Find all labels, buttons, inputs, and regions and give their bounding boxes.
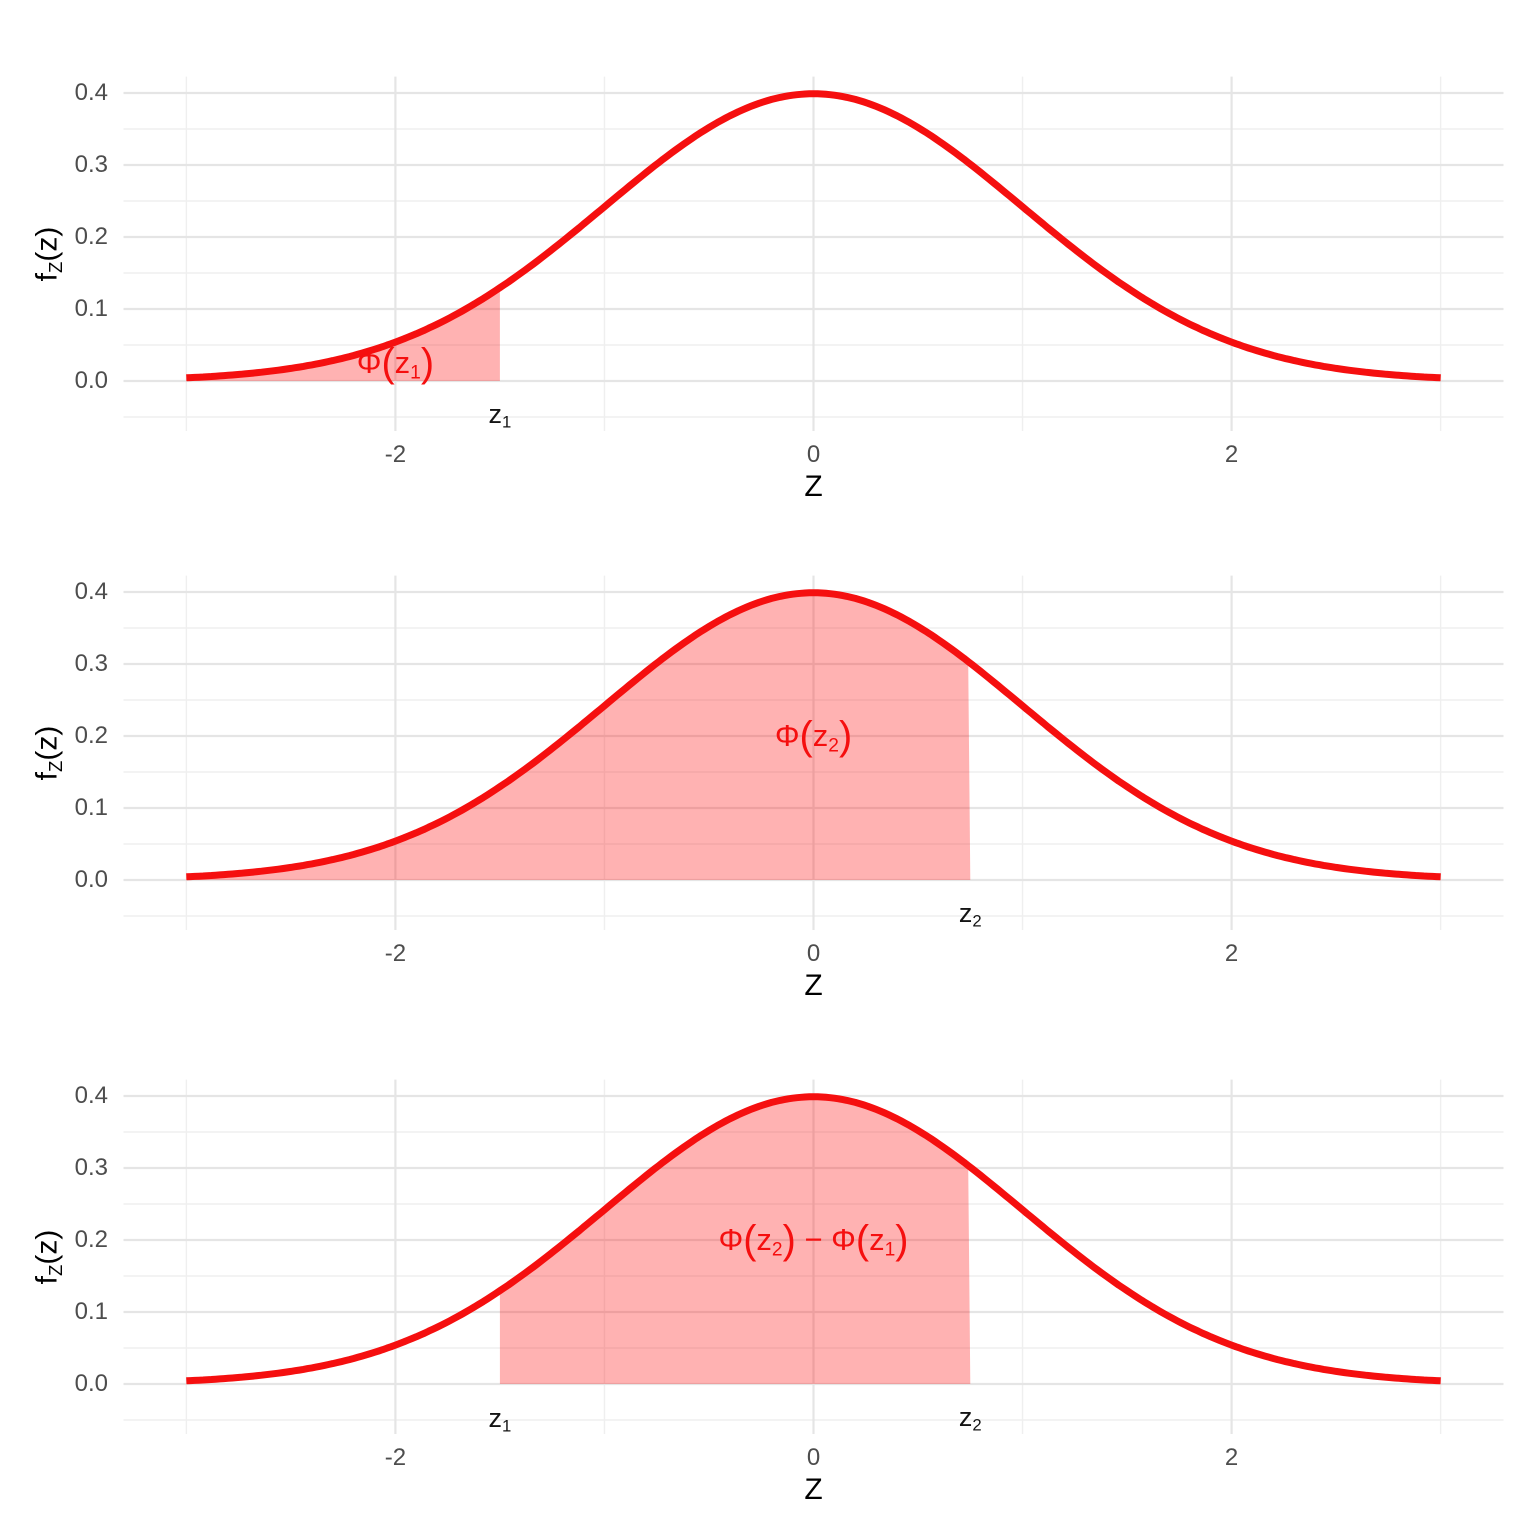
y-tick-label: 0.2 — [74, 722, 108, 749]
shaded-area-phi-z1 — [186, 287, 500, 381]
area-label-phi-z1: Φ(z1) — [356, 341, 435, 386]
y-tick-label: 0.0 — [74, 367, 108, 394]
x-tick-label: 2 — [1224, 441, 1239, 469]
density-curve — [186, 90, 1441, 382]
x-tick-label: 0 — [806, 1444, 821, 1472]
y-tick-label: 0.1 — [74, 295, 108, 322]
y-tick-label: 0.2 — [74, 1226, 108, 1253]
area-label-phi-z2: Φ(z2) — [774, 714, 853, 759]
y-axis-title: fZ(z) — [30, 725, 66, 781]
plot-area-phi-z2 — [123, 575, 1504, 931]
y-axis-title: fZ(z) — [30, 226, 66, 282]
y-axis-title: fZ(z) — [30, 1229, 66, 1285]
x-tick-label: 0 — [806, 441, 821, 469]
x-tick-label: 2 — [1224, 1444, 1239, 1472]
x-tick-label: -2 — [384, 940, 407, 968]
x-tick-label: 0 — [806, 940, 821, 968]
x-tick-label: -2 — [384, 441, 407, 469]
area-label-phi-z2-minus-phi-z1: Φ(z2) − Φ(z1) — [718, 1217, 909, 1262]
x-tick-label: 2 — [1224, 940, 1239, 968]
density-curve — [186, 1093, 1441, 1385]
y-tick-label: 0.3 — [74, 151, 108, 178]
y-tick-label: 0.1 — [74, 1298, 108, 1325]
y-tick-label: 0.4 — [74, 1082, 108, 1109]
y-tick-label: 0.3 — [74, 1154, 108, 1181]
boundary-label-z1: z1 — [488, 1402, 512, 1436]
boundary-label-z1: z1 — [488, 398, 512, 432]
boundary-label-z2: z2 — [958, 897, 982, 931]
major-gridlines — [123, 575, 1504, 931]
y-tick-label: 0.2 — [74, 223, 108, 250]
density-curve — [186, 589, 1441, 881]
x-axis-title: Z — [804, 470, 823, 504]
y-tick-label: 0.4 — [74, 79, 108, 106]
y-tick-label: 0.1 — [74, 794, 108, 821]
x-tick-label: -2 — [384, 1444, 407, 1472]
shaded-area-phi-z2 — [186, 592, 971, 880]
y-tick-label: 0.0 — [74, 866, 108, 893]
y-tick-label: 0.0 — [74, 1370, 108, 1397]
shaded-area-phi-z2-minus-phi-z1 — [499, 1096, 971, 1384]
x-axis-title: Z — [804, 969, 823, 1003]
plot-area-phi-z2-minus-phi-z1 — [123, 1079, 1504, 1435]
boundary-label-z2: z2 — [958, 1401, 982, 1435]
y-tick-label: 0.4 — [74, 578, 108, 605]
plot-area-phi-z1 — [123, 76, 1504, 432]
y-tick-label: 0.3 — [74, 650, 108, 677]
x-axis-title: Z — [804, 1473, 823, 1507]
